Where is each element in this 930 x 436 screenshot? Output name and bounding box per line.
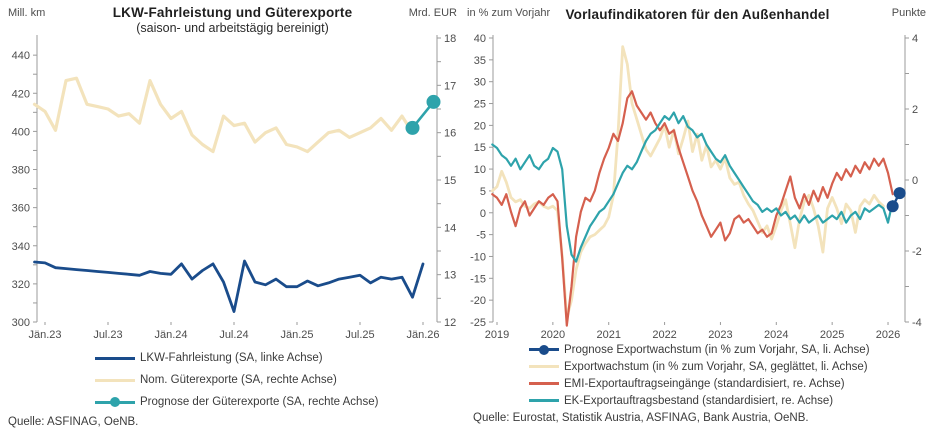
series-line: [491, 111, 894, 263]
x-axis-tick-label: Jän.26: [406, 329, 439, 341]
left-axis-unit-label: Mill. km: [8, 7, 46, 19]
legend-label: Exportwachstum (in % zum Vorjahr, SA, ge…: [564, 360, 868, 373]
legend-item: Prognose der Güterexporte (SA, rechte Ac…: [95, 391, 378, 413]
x-axis-tick-label: Jul.24: [219, 329, 248, 341]
legend-label: EMI-Exportauftragseingänge (standardisie…: [564, 377, 845, 390]
right-axis-tick-label: 18: [444, 33, 456, 45]
series-line: [32, 76, 415, 154]
legend-line-swatch: [95, 378, 135, 382]
legend-line-swatch: [529, 382, 559, 385]
x-axis-tick-label: 2025: [820, 329, 844, 341]
x-axis-tick-label: Jän.25: [280, 329, 313, 341]
x-axis-tick-label: Jän.24: [154, 329, 187, 341]
legend-marker-dot: [539, 344, 549, 355]
legend-label: Prognose Exportwachstum (in % zum Vorjah…: [564, 343, 870, 356]
legend-line-swatch: [95, 397, 135, 407]
right-axis-tick-label: -4: [912, 317, 922, 329]
x-axis-tick-label: 2020: [541, 329, 565, 341]
chart-canvas: 4035302520151050-5-10-15-20-25420-2-4201…: [470, 33, 922, 341]
legend-label: Prognose der Güterexporte (SA, rechte Ac…: [140, 396, 379, 408]
leading-indicators-chart-panel: in % zum Vorjahr Vorlaufindikatoren für …: [465, 0, 930, 436]
x-axis-tick-label: 2023: [708, 329, 732, 341]
legend-line-swatch: [529, 344, 559, 355]
left-axis-tick-label: 340: [12, 241, 30, 253]
left-axis-tick-label: 10: [474, 164, 486, 176]
chart-legend: Prognose Exportwachstum (in % zum Vorjah…: [529, 341, 870, 409]
legend-marker-dot: [110, 397, 120, 407]
left-axis-tick-label: -10: [470, 251, 486, 263]
right-axis-tick-label: 4: [912, 33, 918, 45]
right-axis-tick-label: 0: [912, 175, 918, 187]
series-marker: [886, 200, 899, 213]
right-axis-unit-label: Mrd. EUR: [408, 7, 457, 19]
lkw-exports-chart-panel: Mill. km LKW-Fahrleistung und Güterexpor…: [8, 5, 457, 428]
x-axis-tick-label: 2021: [596, 329, 620, 341]
x-axis-tick-label: Jän.23: [28, 329, 61, 341]
left-axis-tick-label: 0: [480, 208, 486, 220]
legend-item: EK-Exportauftragsbestand (standardisiert…: [529, 392, 870, 409]
series-line: [33, 259, 425, 313]
left-axis-tick-label: 400: [12, 126, 30, 138]
legend-item: Prognose Exportwachstum (in % zum Vorjah…: [529, 341, 870, 358]
legend-line-swatch: [529, 365, 559, 368]
right-axis-tick-label: 16: [444, 128, 456, 140]
left-axis-tick-label: 380: [12, 165, 30, 177]
series-marker: [426, 94, 441, 109]
left-axis-tick-label: 320: [12, 279, 30, 291]
left-axis-tick-label: -5: [476, 230, 486, 242]
left-axis-tick-label: 420: [12, 88, 30, 100]
left-axis-unit-label: in % zum Vorjahr: [467, 7, 551, 19]
source-note: Quelle: Eurostat, Statistik Austria, ASF…: [473, 412, 809, 424]
right-axis-tick-label: 13: [444, 270, 456, 282]
right-axis-tick-label: 15: [444, 175, 456, 187]
x-axis-tick-label: 2019: [485, 329, 509, 341]
right-axis-tick-label: 12: [444, 317, 456, 329]
left-axis-tick-label: 15: [474, 142, 486, 154]
x-axis-tick-label: 2026: [876, 329, 900, 341]
left-axis-tick-label: -25: [470, 317, 486, 329]
legend-line-swatch: [529, 399, 559, 402]
legend-item: LKW-Fahrleistung (SA, linke Achse): [95, 347, 378, 369]
left-axis-tick-label: 440: [12, 50, 30, 62]
legend-item: Exportwachstum (in % zum Vorjahr, SA, ge…: [529, 358, 870, 375]
right-axis-tick-label: -2: [912, 246, 922, 258]
series-marker: [405, 120, 420, 135]
series-marker: [893, 187, 906, 200]
source-note: Quelle: ASFINAG, OeNB.: [8, 416, 139, 428]
left-axis-tick-label: 360: [12, 203, 30, 215]
left-axis-tick-label: 35: [474, 55, 486, 67]
left-axis-tick-label: -20: [470, 295, 486, 307]
series-line: [491, 90, 894, 327]
x-axis-tick-label: 2024: [764, 329, 788, 341]
legend-label: LKW-Fahrleistung (SA, linke Achse): [140, 352, 323, 364]
legend-label: EK-Exportauftragsbestand (standardisiert…: [564, 394, 834, 407]
left-axis-tick-label: 30: [474, 77, 486, 89]
legend-item: EMI-Exportauftragseingänge (standardisie…: [529, 375, 870, 392]
legend-line-swatch: [95, 356, 135, 360]
right-axis-tick-label: 14: [444, 222, 456, 234]
right-axis-tick-label: 17: [444, 80, 456, 92]
series-line: [490, 45, 885, 320]
x-axis-tick-label: 2022: [652, 329, 676, 341]
left-axis-tick-label: 40: [474, 33, 486, 45]
left-axis-tick-label: 20: [474, 120, 486, 132]
left-axis-tick-label: 25: [474, 99, 486, 111]
legend-label: Nom. Güterexporte (SA, rechte Achse): [140, 374, 337, 386]
x-axis-tick-label: Jul.25: [345, 329, 374, 341]
left-axis-tick-label: 300: [12, 317, 30, 329]
chart-legend: LKW-Fahrleistung (SA, linke Achse) Nom. G…: [95, 347, 378, 413]
x-axis-tick-label: Jul.23: [93, 329, 122, 341]
chart-canvas: 440 420 400 380 360 340 320 300 18 17 16 15 14 13 12 Jä…: [12, 33, 457, 341]
right-axis-unit-label: Punkte: [891, 7, 926, 19]
left-axis-tick-label: 5: [480, 186, 486, 198]
left-axis-tick-label: -15: [470, 273, 486, 285]
legend-item: Nom. Güterexporte (SA, rechte Achse): [95, 369, 378, 391]
right-axis-tick-label: 2: [912, 104, 918, 116]
